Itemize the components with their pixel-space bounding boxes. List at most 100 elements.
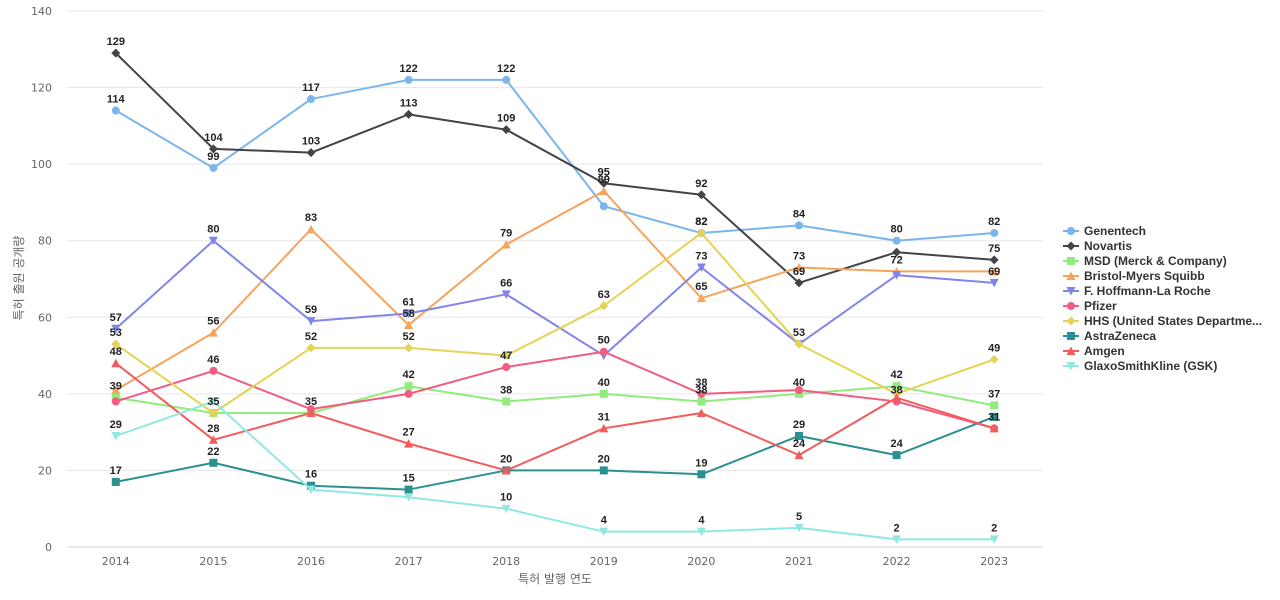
data-point[interactable]: [111, 385, 121, 395]
legend-marker[interactable]: [1066, 241, 1076, 251]
data-point[interactable]: [404, 382, 413, 391]
data-point[interactable]: [697, 397, 706, 406]
data-point[interactable]: [501, 351, 511, 361]
data-point[interactable]: [892, 535, 902, 544]
data-point[interactable]: [208, 144, 218, 154]
data-point[interactable]: [599, 389, 608, 398]
data-point[interactable]: [404, 109, 414, 119]
data-point[interactable]: [599, 423, 609, 433]
data-point[interactable]: [501, 240, 511, 249]
data-point[interactable]: [696, 293, 706, 303]
data-point[interactable]: [990, 401, 999, 410]
data-point[interactable]: [599, 301, 609, 311]
legend-marker[interactable]: [1067, 227, 1075, 235]
data-point[interactable]: [306, 224, 316, 234]
data-point[interactable]: [307, 95, 315, 104]
data-point[interactable]: [892, 236, 901, 245]
data-point[interactable]: [696, 228, 706, 238]
legend-item[interactable]: GlaxoSmithKline (GSK): [1063, 359, 1217, 373]
data-point[interactable]: [892, 271, 902, 280]
data-point[interactable]: [111, 397, 120, 406]
data-point[interactable]: [111, 324, 121, 334]
data-point[interactable]: [599, 347, 608, 356]
data-point[interactable]: [306, 317, 316, 326]
data-point[interactable]: [990, 229, 999, 238]
data-point[interactable]: [501, 290, 511, 299]
legend-marker[interactable]: [1067, 302, 1075, 310]
data-point[interactable]: [501, 125, 511, 135]
data-point[interactable]: [794, 263, 804, 272]
data-point[interactable]: [794, 450, 804, 460]
data-point[interactable]: [208, 397, 218, 407]
data-point[interactable]: [209, 458, 218, 467]
data-point[interactable]: [696, 408, 706, 418]
data-point[interactable]: [404, 75, 413, 84]
legend-marker[interactable]: [1066, 316, 1076, 326]
data-point[interactable]: [208, 328, 218, 337]
legend-item[interactable]: Amgen: [1063, 344, 1125, 358]
data-point[interactable]: [697, 389, 706, 398]
legend-item[interactable]: Novartis: [1063, 239, 1132, 253]
data-point[interactable]: [990, 412, 999, 421]
data-point[interactable]: [306, 148, 316, 158]
data-point[interactable]: [501, 504, 511, 514]
data-point[interactable]: [989, 255, 999, 265]
data-point[interactable]: [989, 423, 999, 433]
data-point[interactable]: [795, 431, 803, 440]
data-point[interactable]: [696, 263, 706, 273]
legend-item[interactable]: AstraZeneca: [1063, 329, 1156, 343]
data-point[interactable]: [794, 339, 804, 349]
data-point[interactable]: [501, 465, 511, 475]
data-point[interactable]: [404, 320, 414, 329]
data-point[interactable]: [599, 178, 609, 188]
data-point[interactable]: [892, 247, 902, 257]
data-point[interactable]: [306, 343, 316, 353]
data-point[interactable]: [794, 523, 804, 533]
legend-item[interactable]: Genentech: [1063, 224, 1146, 238]
data-point[interactable]: [892, 451, 901, 460]
data-point[interactable]: [306, 485, 316, 495]
data-point[interactable]: [599, 466, 608, 475]
legend-marker[interactable]: [1066, 271, 1076, 281]
legend-item[interactable]: F. Hoffmann-La Roche: [1063, 284, 1211, 298]
data-point[interactable]: [794, 278, 804, 288]
data-point[interactable]: [892, 382, 901, 391]
data-point[interactable]: [696, 527, 706, 537]
data-point[interactable]: [111, 358, 121, 368]
legend-marker[interactable]: [1067, 332, 1075, 340]
data-point[interactable]: [696, 190, 706, 200]
data-point[interactable]: [989, 535, 999, 544]
data-point[interactable]: [209, 163, 218, 172]
data-point[interactable]: [404, 343, 414, 353]
data-point[interactable]: [989, 278, 999, 288]
data-point[interactable]: [502, 363, 511, 372]
data-point[interactable]: [697, 470, 706, 479]
data-point[interactable]: [599, 527, 609, 537]
data-point[interactable]: [599, 202, 608, 211]
data-point[interactable]: [989, 354, 999, 364]
data-point[interactable]: [989, 266, 999, 276]
legend-item[interactable]: Pfizer: [1063, 299, 1117, 313]
data-point[interactable]: [795, 386, 803, 395]
legend-marker[interactable]: [1066, 346, 1076, 356]
legend-marker[interactable]: [1066, 362, 1076, 371]
data-point[interactable]: [795, 221, 803, 230]
data-point[interactable]: [208, 408, 218, 418]
legend-marker[interactable]: [1067, 257, 1075, 265]
data-point[interactable]: [111, 339, 121, 349]
data-point[interactable]: [404, 493, 414, 502]
data-point[interactable]: [111, 477, 120, 486]
data-point[interactable]: [892, 393, 902, 402]
legend-marker[interactable]: [1066, 287, 1076, 296]
data-point[interactable]: [404, 439, 414, 448]
data-point[interactable]: [599, 186, 609, 195]
data-point[interactable]: [502, 397, 511, 406]
data-point[interactable]: [404, 389, 413, 398]
data-point[interactable]: [208, 236, 218, 246]
legend-item[interactable]: HHS (United States Departme...: [1063, 314, 1262, 328]
data-point[interactable]: [306, 408, 316, 418]
legend-item[interactable]: Bristol-Myers Squibb: [1063, 269, 1205, 283]
data-point[interactable]: [209, 366, 218, 375]
data-point[interactable]: [404, 309, 414, 318]
